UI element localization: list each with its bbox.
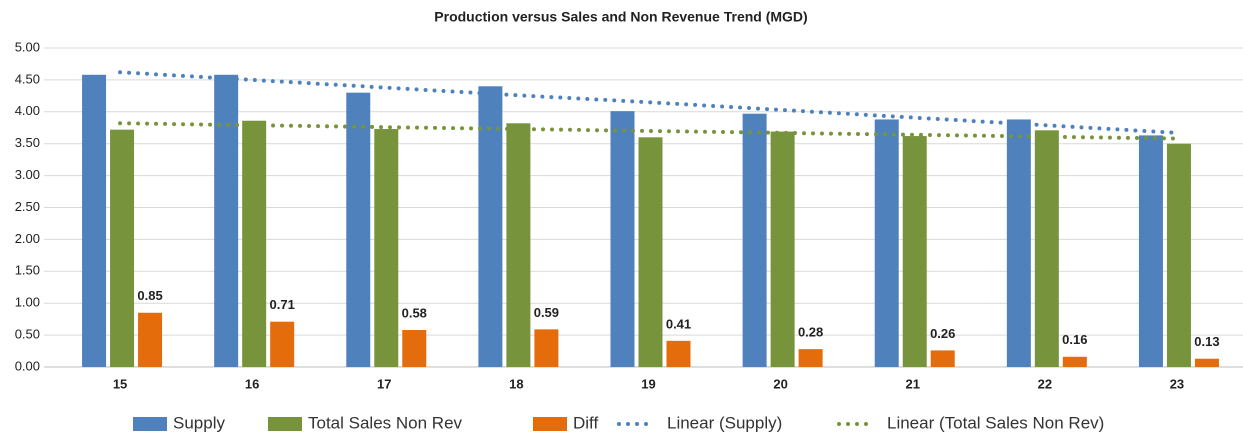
x-tick-label: 22 bbox=[1038, 376, 1052, 391]
trend-line bbox=[118, 70, 1179, 135]
bar bbox=[214, 74, 239, 368]
y-tick-label: 2.50 bbox=[15, 199, 40, 214]
trend-line bbox=[118, 121, 1179, 141]
x-tick-label: 23 bbox=[1170, 376, 1184, 391]
bar bbox=[506, 123, 531, 367]
y-tick-label: 3.00 bbox=[15, 167, 40, 182]
bar bbox=[534, 329, 559, 367]
bar bbox=[138, 312, 163, 367]
x-tick-label: 20 bbox=[773, 376, 787, 391]
x-tick-label: 21 bbox=[905, 376, 919, 391]
x-tick-label: 19 bbox=[641, 376, 655, 391]
y-tick-label: 1.00 bbox=[15, 295, 40, 310]
bar bbox=[666, 340, 691, 367]
y-tick-label: 3.50 bbox=[15, 135, 40, 150]
legend-swatch bbox=[533, 417, 567, 431]
y-tick-label: 0.50 bbox=[15, 327, 40, 342]
bar bbox=[346, 92, 371, 367]
data-label: 0.16 bbox=[1062, 332, 1087, 347]
bar bbox=[82, 74, 107, 368]
bar bbox=[610, 111, 635, 367]
bar bbox=[930, 350, 955, 367]
data-label: 0.59 bbox=[534, 305, 559, 320]
bar bbox=[874, 119, 899, 368]
bar bbox=[1194, 358, 1219, 367]
data-label: 0.13 bbox=[1194, 334, 1219, 349]
bar bbox=[798, 349, 823, 367]
x-tick-label: 15 bbox=[113, 376, 127, 391]
legend-label: Diff bbox=[573, 413, 598, 432]
bar bbox=[402, 329, 427, 367]
legend-label: Supply bbox=[173, 413, 225, 432]
bar bbox=[1138, 135, 1163, 367]
bar bbox=[270, 321, 295, 367]
y-tick-label: 4.50 bbox=[15, 71, 40, 86]
data-label: 0.85 bbox=[137, 288, 162, 303]
y-tick-label: 5.00 bbox=[15, 39, 40, 54]
bar bbox=[638, 137, 663, 367]
bar bbox=[374, 129, 399, 367]
y-tick-label: 4.00 bbox=[15, 103, 40, 118]
bar bbox=[742, 113, 767, 368]
data-label: 0.28 bbox=[798, 325, 823, 340]
bar bbox=[242, 120, 267, 368]
y-tick-label: 0.00 bbox=[15, 358, 40, 373]
bar bbox=[902, 136, 927, 367]
legend-swatch bbox=[133, 417, 167, 431]
legend-label: Total Sales Non Rev bbox=[308, 413, 463, 432]
bar bbox=[770, 131, 795, 367]
legend-label: Linear (Total Sales Non Rev) bbox=[887, 413, 1104, 432]
bar bbox=[1034, 130, 1059, 367]
legend-swatch bbox=[268, 417, 302, 431]
data-label: 0.26 bbox=[930, 326, 955, 341]
bar bbox=[1062, 356, 1087, 367]
x-tick-label: 18 bbox=[509, 376, 523, 391]
data-label: 0.71 bbox=[270, 297, 295, 312]
x-tick-label: 17 bbox=[377, 376, 391, 391]
bar bbox=[1006, 119, 1031, 368]
bar bbox=[110, 129, 135, 367]
y-tick-label: 1.50 bbox=[15, 263, 40, 278]
data-label: 0.41 bbox=[666, 316, 691, 331]
data-label: 0.58 bbox=[402, 305, 427, 320]
bar bbox=[1166, 143, 1191, 367]
bar bbox=[478, 86, 503, 367]
x-tick-label: 16 bbox=[245, 376, 259, 391]
legend-label: Linear (Supply) bbox=[667, 413, 782, 432]
chart-title: Production versus Sales and Non Revenue … bbox=[434, 9, 807, 25]
y-tick-label: 2.00 bbox=[15, 231, 40, 246]
